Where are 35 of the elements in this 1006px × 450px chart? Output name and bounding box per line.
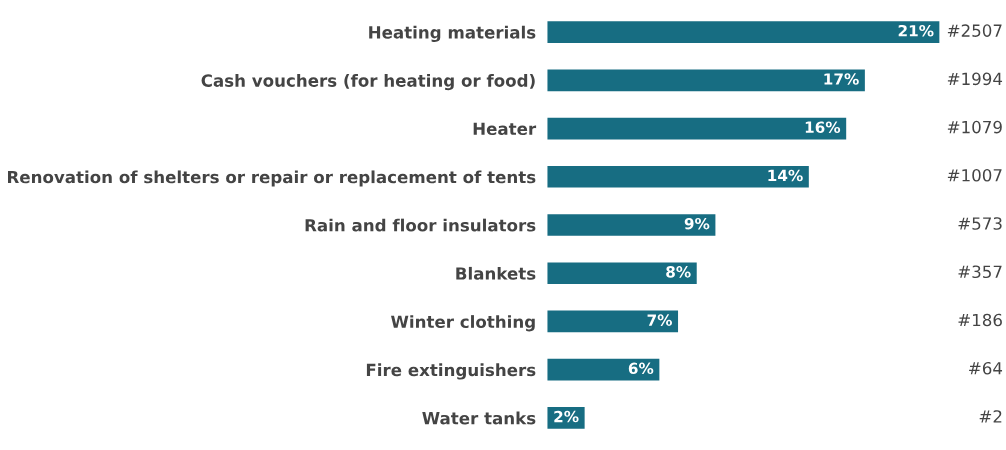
y-tick-label: Winter clothing — [391, 315, 535, 332]
y-tick-label: Heater — [473, 122, 537, 136]
y-tick-label: Blankets — [456, 266, 536, 280]
text: #64 — [969, 361, 1003, 375]
text: #357 — [958, 265, 1002, 279]
data-label: 7% — [647, 314, 672, 326]
text: #1994 — [947, 72, 1003, 86]
y-tick-label: Fire extinguishers — [366, 363, 536, 380]
bar — [547, 21, 940, 43]
bar — [547, 214, 716, 236]
data-label: 6% — [628, 362, 654, 375]
data-label: 14% — [768, 169, 803, 182]
text: #2507 — [947, 24, 1002, 37]
data-label: 16% — [805, 121, 841, 133]
text: #186 — [958, 313, 1002, 327]
text: #573 — [958, 217, 1002, 230]
bar — [547, 310, 679, 333]
data-label: 9% — [684, 217, 710, 230]
data-label: 2% — [554, 410, 579, 423]
text: #1007 — [947, 169, 1002, 182]
y-tick-label: Water tanks — [422, 411, 536, 425]
y-tick-label: Heating materials — [369, 25, 536, 43]
y-tick-label: Cash vouchers (for heating or food) — [201, 73, 535, 91]
y-tick-label: Rain and floor insulators — [305, 218, 536, 232]
bar — [547, 69, 865, 92]
bar — [547, 358, 660, 381]
data-label: 21% — [898, 24, 934, 37]
text: #2 — [979, 410, 1002, 423]
text: #1079 — [947, 120, 1002, 134]
bar — [547, 117, 847, 140]
y-tick-label: Renovation of shelters or repair or replacement of tents — [8, 170, 536, 187]
bar — [547, 262, 697, 285]
data-label: 17% — [824, 73, 859, 85]
data-label: 8% — [666, 266, 691, 278]
bar — [547, 165, 809, 188]
